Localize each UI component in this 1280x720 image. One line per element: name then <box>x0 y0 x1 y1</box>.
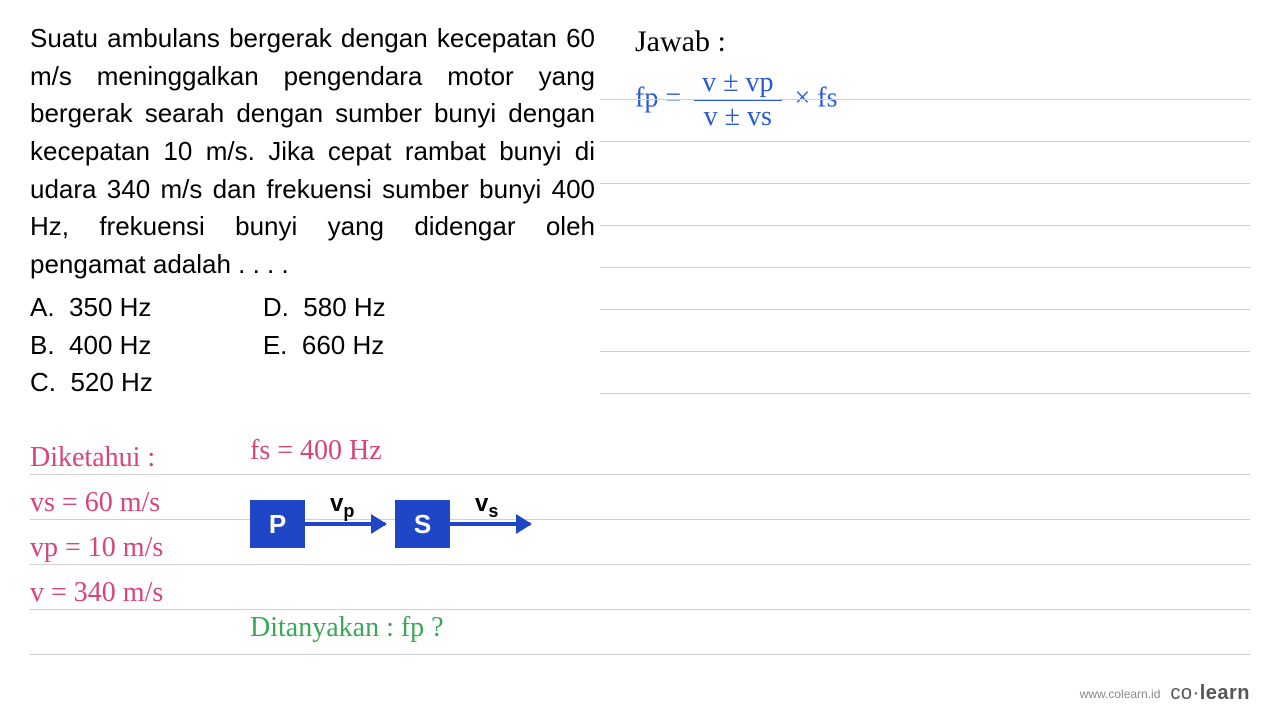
option-d: D. 580 Hz <box>263 289 386 327</box>
vp-line: vp = 10 m/s <box>30 525 163 570</box>
diketahui-block: Diketahui : vs = 60 m/s vp = 10 m/s v = … <box>30 435 163 615</box>
ditanyakan-block: Ditanyakan : fp ? <box>250 612 444 644</box>
vp-arrow-label: vp <box>330 490 354 522</box>
footer-brand: co·learn <box>1170 682 1250 705</box>
diketahui-title: Diketahui : <box>30 435 163 480</box>
jawab-label: Jawab : <box>635 25 1250 59</box>
footer-url: www.colearn.id <box>1080 687 1161 701</box>
options-col-1: A. 350 Hz B. 400 Hz C. 520 Hz <box>30 289 153 402</box>
vs-line: vs = 60 m/s <box>30 480 163 525</box>
option-e: E. 660 Hz <box>263 327 386 365</box>
ditanyakan-q: ? <box>431 612 443 643</box>
vp-arrow: vp <box>305 522 385 526</box>
option-b: B. 400 Hz <box>30 327 153 365</box>
fs-line: fs = 400 Hz <box>250 435 382 467</box>
motion-diagram: P vp S vs <box>250 500 530 548</box>
options: A. 350 Hz B. 400 Hz C. 520 Hz D. 580 Hz … <box>30 289 595 402</box>
vs-arrow: vs <box>450 522 530 526</box>
v-line: v = 340 m/s <box>30 570 163 615</box>
options-col-2: D. 580 Hz E. 660 Hz <box>263 289 386 402</box>
option-c: C. 520 Hz <box>30 364 153 402</box>
option-a: A. 350 Hz <box>30 289 153 327</box>
question-text: Suatu ambulans bergerak dengan kecepatan… <box>30 20 595 284</box>
lower-ruled-lines <box>30 430 1250 655</box>
ditanyakan-label: Ditanyakan : <box>250 612 394 643</box>
footer: www.colearn.id co·learn <box>1080 682 1250 705</box>
source-box: S <box>395 500 450 548</box>
observer-box: P <box>250 500 305 548</box>
ditanyakan-var: fp <box>401 612 424 643</box>
vs-arrow-label: vs <box>475 490 498 522</box>
right-ruled-lines <box>600 58 1250 394</box>
